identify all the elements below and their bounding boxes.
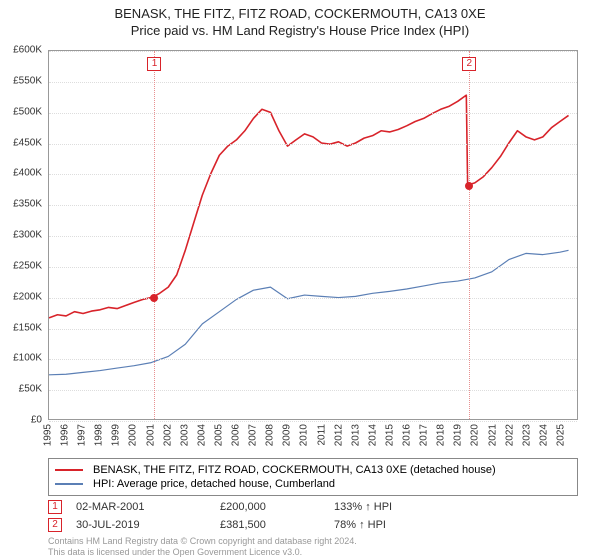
sale-price: £381,500 bbox=[220, 519, 320, 531]
footer: Contains HM Land Registry data © Crown c… bbox=[48, 536, 357, 558]
y-tick-label: £250K bbox=[13, 260, 42, 271]
y-axis-labels: £0£50K£100K£150K£200K£250K£300K£350K£400… bbox=[0, 50, 46, 420]
sale-date: 02-MAR-2001 bbox=[76, 501, 206, 513]
x-tick-label: 2022 bbox=[504, 424, 515, 446]
series-hpi bbox=[49, 250, 569, 375]
legend-label: BENASK, THE FITZ, FITZ ROAD, COCKERMOUTH… bbox=[93, 464, 496, 476]
x-tick-label: 2004 bbox=[196, 424, 207, 446]
sale-row: 2 30-JUL-2019 £381,500 78% ↑ HPI bbox=[48, 516, 578, 534]
gridline bbox=[49, 298, 577, 299]
legend: BENASK, THE FITZ, FITZ ROAD, COCKERMOUTH… bbox=[48, 458, 578, 496]
x-tick-label: 2006 bbox=[231, 424, 242, 446]
legend-label: HPI: Average price, detached house, Cumb… bbox=[93, 478, 335, 490]
gridline bbox=[49, 174, 577, 175]
footer-line1: Contains HM Land Registry data © Crown c… bbox=[48, 536, 357, 547]
y-tick-label: £0 bbox=[31, 415, 42, 426]
sale-marker-line bbox=[469, 51, 470, 419]
title-block: BENASK, THE FITZ, FITZ ROAD, COCKERMOUTH… bbox=[0, 0, 600, 38]
x-tick-label: 2013 bbox=[350, 424, 361, 446]
series-property bbox=[49, 95, 569, 318]
x-tick-label: 2011 bbox=[316, 424, 327, 446]
gridline bbox=[49, 390, 577, 391]
legend-row: BENASK, THE FITZ, FITZ ROAD, COCKERMOUTH… bbox=[55, 463, 571, 477]
y-tick-label: £50K bbox=[19, 384, 42, 395]
y-tick-label: £100K bbox=[13, 353, 42, 364]
x-tick-label: 2024 bbox=[538, 424, 549, 446]
plot-area: 12 bbox=[48, 50, 578, 420]
x-tick-label: 1999 bbox=[111, 424, 122, 446]
x-tick-label: 2019 bbox=[453, 424, 464, 446]
y-tick-label: £500K bbox=[13, 106, 42, 117]
gridline bbox=[49, 82, 577, 83]
x-tick-label: 2025 bbox=[555, 424, 566, 446]
sale-pct: 78% ↑ HPI bbox=[334, 519, 454, 531]
x-tick-label: 2018 bbox=[436, 424, 447, 446]
y-tick-label: £150K bbox=[13, 322, 42, 333]
sale-index-box: 2 bbox=[48, 518, 62, 532]
x-tick-label: 2002 bbox=[162, 424, 173, 446]
sale-date: 30-JUL-2019 bbox=[76, 519, 206, 531]
legend-row: HPI: Average price, detached house, Cumb… bbox=[55, 477, 571, 491]
gridline bbox=[49, 51, 577, 52]
x-tick-label: 2010 bbox=[299, 424, 310, 446]
y-tick-label: £450K bbox=[13, 137, 42, 148]
x-tick-label: 1996 bbox=[60, 424, 71, 446]
title-subtitle: Price paid vs. HM Land Registry's House … bbox=[0, 23, 600, 38]
footer-line2: This data is licensed under the Open Gov… bbox=[48, 547, 357, 558]
y-tick-label: £200K bbox=[13, 291, 42, 302]
sale-row: 1 02-MAR-2001 £200,000 133% ↑ HPI bbox=[48, 498, 578, 516]
y-tick-label: £350K bbox=[13, 199, 42, 210]
x-tick-label: 2012 bbox=[333, 424, 344, 446]
gridline bbox=[49, 144, 577, 145]
gridline bbox=[49, 113, 577, 114]
y-tick-label: £300K bbox=[13, 230, 42, 241]
x-tick-label: 2007 bbox=[248, 424, 259, 446]
x-tick-label: 2020 bbox=[470, 424, 481, 446]
x-tick-label: 2005 bbox=[213, 424, 224, 446]
x-tick-label: 2015 bbox=[384, 424, 395, 446]
sale-price: £200,000 bbox=[220, 501, 320, 513]
x-axis-labels: 1995199619971998199920002001200220032004… bbox=[48, 422, 578, 452]
sale-marker-dot bbox=[150, 294, 158, 302]
sale-marker-box: 1 bbox=[147, 57, 161, 71]
x-tick-label: 2001 bbox=[145, 424, 156, 446]
title-address: BENASK, THE FITZ, FITZ ROAD, COCKERMOUTH… bbox=[0, 6, 600, 21]
x-tick-label: 1997 bbox=[77, 424, 88, 446]
x-tick-label: 2016 bbox=[402, 424, 413, 446]
legend-swatch bbox=[55, 469, 83, 471]
x-tick-label: 2003 bbox=[179, 424, 190, 446]
y-tick-label: £550K bbox=[13, 75, 42, 86]
x-tick-label: 2014 bbox=[367, 424, 378, 446]
sale-pct: 133% ↑ HPI bbox=[334, 501, 454, 513]
legend-swatch bbox=[55, 483, 83, 485]
x-tick-label: 2021 bbox=[487, 424, 498, 446]
sales-table: 1 02-MAR-2001 £200,000 133% ↑ HPI 2 30-JUL-20… bbox=[48, 498, 578, 534]
x-tick-label: 2008 bbox=[265, 424, 276, 446]
x-tick-label: 2023 bbox=[521, 424, 532, 446]
sale-marker-box: 2 bbox=[462, 57, 476, 71]
x-tick-label: 2009 bbox=[282, 424, 293, 446]
plot-svg bbox=[49, 51, 577, 419]
gridline bbox=[49, 329, 577, 330]
gridline bbox=[49, 205, 577, 206]
y-tick-label: £600K bbox=[13, 45, 42, 56]
x-tick-label: 1998 bbox=[94, 424, 105, 446]
sale-marker-dot bbox=[465, 182, 473, 190]
sale-marker-line bbox=[154, 51, 155, 419]
x-tick-label: 2017 bbox=[419, 424, 430, 446]
x-tick-label: 1995 bbox=[43, 424, 54, 446]
gridline bbox=[49, 267, 577, 268]
x-tick-label: 2000 bbox=[128, 424, 139, 446]
gridline bbox=[49, 236, 577, 237]
y-tick-label: £400K bbox=[13, 168, 42, 179]
chart-container: BENASK, THE FITZ, FITZ ROAD, COCKERMOUTH… bbox=[0, 0, 600, 560]
sale-index-box: 1 bbox=[48, 500, 62, 514]
gridline bbox=[49, 359, 577, 360]
